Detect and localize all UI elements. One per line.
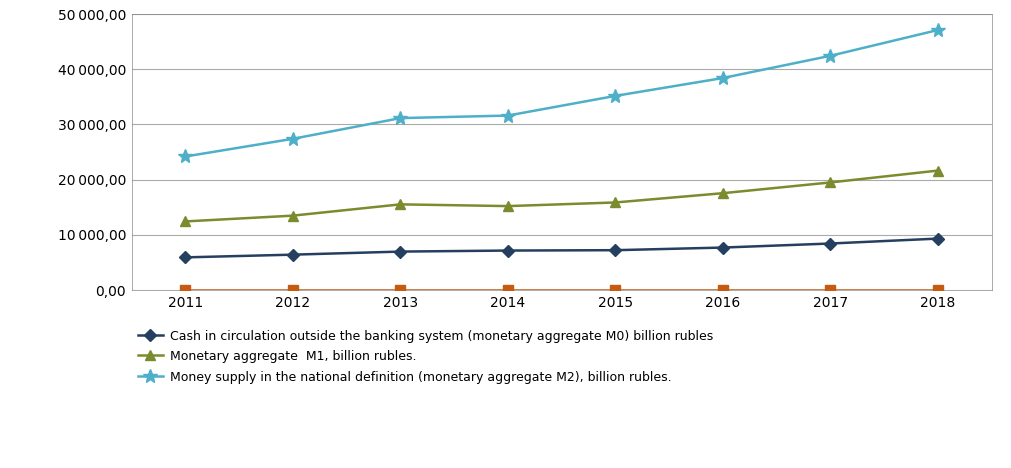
Legend: Cash in circulation outside the banking system (monetary aggregate M0) billion r: Cash in circulation outside the banking … bbox=[137, 329, 713, 384]
